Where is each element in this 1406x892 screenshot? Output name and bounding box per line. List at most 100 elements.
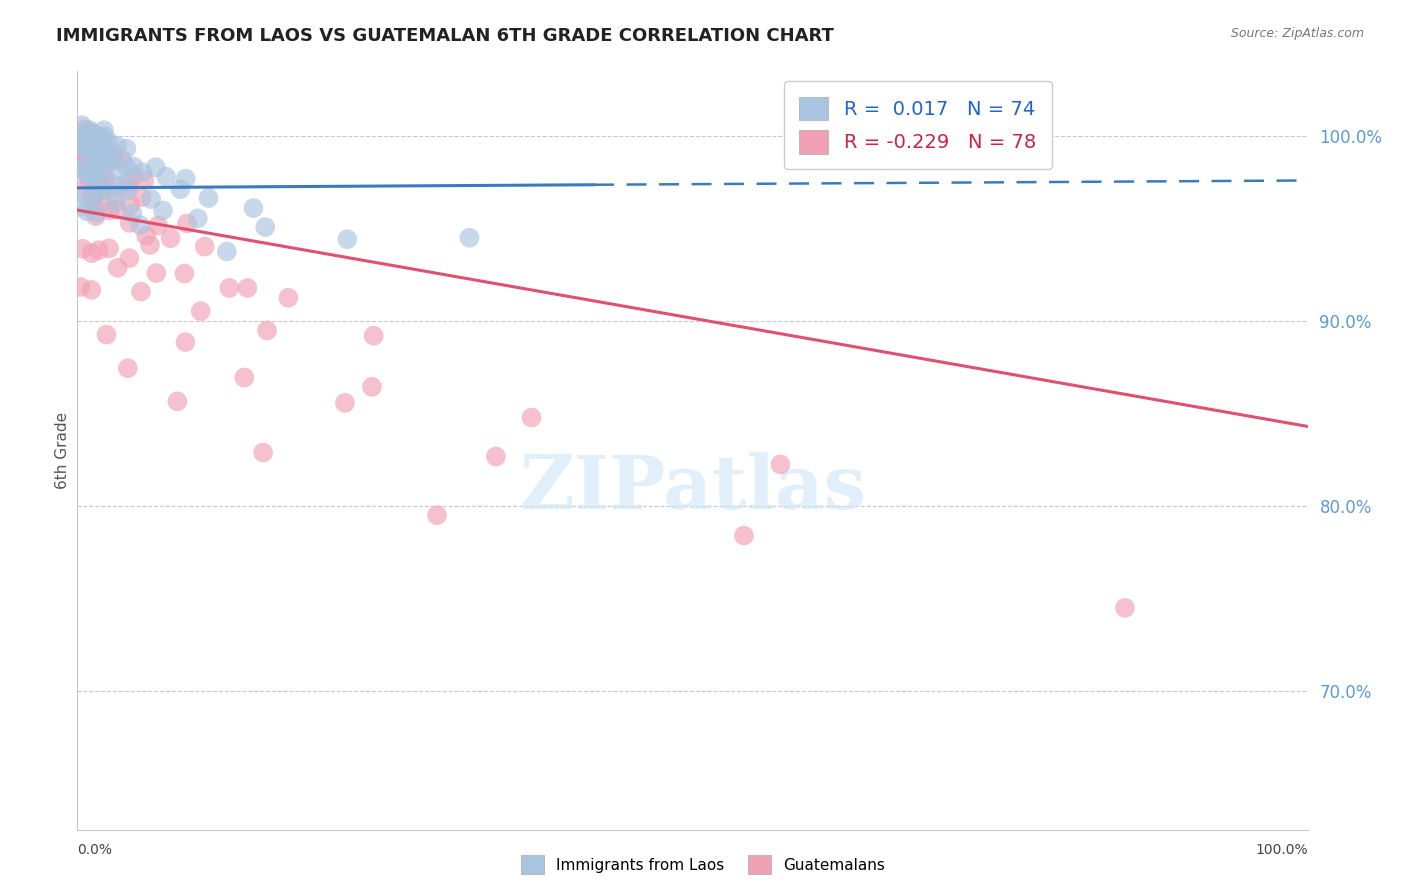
Point	[90, 133, 112, 147]
Point	[117, 184, 139, 198]
Point	[215, 244, 238, 259]
Point	[120, 197, 142, 211]
Point	[187, 211, 209, 226]
Point	[197, 191, 219, 205]
Point	[87, 148, 110, 162]
Point	[89, 197, 111, 211]
Point	[89, 142, 111, 156]
Point	[86, 161, 108, 175]
Point	[82, 189, 104, 203]
Point	[72, 136, 94, 151]
Point	[169, 182, 191, 196]
Legend: R =  0.017   N = 74, R = -0.229   N = 78: R = 0.017 N = 74, R = -0.229 N = 78	[783, 81, 1052, 169]
Point	[86, 175, 108, 189]
Point	[277, 291, 299, 305]
Point	[117, 179, 139, 194]
Point	[100, 149, 122, 163]
Point	[111, 153, 134, 167]
Point	[80, 140, 103, 154]
Point	[242, 201, 264, 215]
Point	[121, 207, 143, 221]
Point	[1114, 600, 1136, 615]
Point	[75, 159, 97, 173]
Point	[82, 197, 104, 211]
Point	[145, 266, 167, 280]
Point	[458, 231, 481, 245]
Point	[72, 155, 94, 169]
Point	[145, 160, 167, 174]
Point	[104, 147, 127, 161]
Point	[426, 508, 449, 523]
Text: Source: ZipAtlas.com: Source: ZipAtlas.com	[1230, 27, 1364, 40]
Point	[84, 209, 107, 223]
Point	[69, 280, 91, 294]
Y-axis label: 6th Grade: 6th Grade	[55, 412, 70, 489]
Point	[134, 173, 156, 187]
Point	[69, 138, 91, 153]
Point	[96, 179, 118, 194]
Point	[173, 267, 195, 281]
Point	[90, 130, 112, 145]
Point	[84, 167, 107, 181]
Point	[77, 172, 100, 186]
Point	[82, 190, 104, 204]
Point	[91, 145, 114, 160]
Point	[135, 228, 157, 243]
Point	[89, 136, 111, 151]
Point	[75, 189, 97, 203]
Point	[118, 251, 141, 265]
Point	[70, 118, 93, 132]
Point	[86, 183, 108, 197]
Point	[105, 138, 128, 153]
Point	[131, 165, 153, 179]
Point	[69, 140, 91, 154]
Point	[91, 164, 114, 178]
Point	[69, 135, 91, 149]
Point	[76, 204, 98, 219]
Point	[733, 528, 755, 542]
Point	[104, 178, 127, 192]
Point	[73, 164, 96, 178]
Point	[117, 361, 139, 376]
Point	[129, 285, 152, 299]
Point	[91, 139, 114, 153]
Point	[233, 370, 256, 384]
Point	[75, 152, 97, 166]
Point	[94, 170, 117, 185]
Point	[84, 146, 107, 161]
Text: ZIPatlas: ZIPatlas	[519, 452, 866, 524]
Point	[75, 143, 97, 157]
Point	[485, 450, 508, 464]
Point	[80, 283, 103, 297]
Point	[520, 410, 543, 425]
Point	[139, 238, 162, 252]
Point	[91, 168, 114, 182]
Point	[176, 217, 198, 231]
Point	[252, 445, 274, 459]
Point	[141, 192, 163, 206]
Point	[115, 159, 138, 173]
Point	[73, 181, 96, 195]
Text: 0.0%: 0.0%	[77, 843, 112, 856]
Point	[363, 328, 385, 343]
Point	[769, 458, 792, 472]
Point	[256, 324, 278, 338]
Point	[76, 166, 98, 180]
Text: IMMIGRANTS FROM LAOS VS GUATEMALAN 6TH GRADE CORRELATION CHART: IMMIGRANTS FROM LAOS VS GUATEMALAN 6TH G…	[56, 27, 834, 45]
Point	[94, 143, 117, 157]
Point	[80, 163, 103, 178]
Point	[98, 153, 121, 168]
Point	[89, 135, 111, 149]
Point	[80, 139, 103, 153]
Point	[97, 134, 120, 148]
Point	[218, 281, 240, 295]
Point	[152, 203, 174, 218]
Point	[96, 183, 118, 197]
Point	[80, 126, 103, 140]
Point	[76, 125, 98, 139]
Point	[236, 281, 259, 295]
Point	[155, 169, 177, 184]
Point	[103, 186, 125, 201]
Text: 100.0%: 100.0%	[1256, 843, 1308, 856]
Point	[146, 219, 169, 233]
